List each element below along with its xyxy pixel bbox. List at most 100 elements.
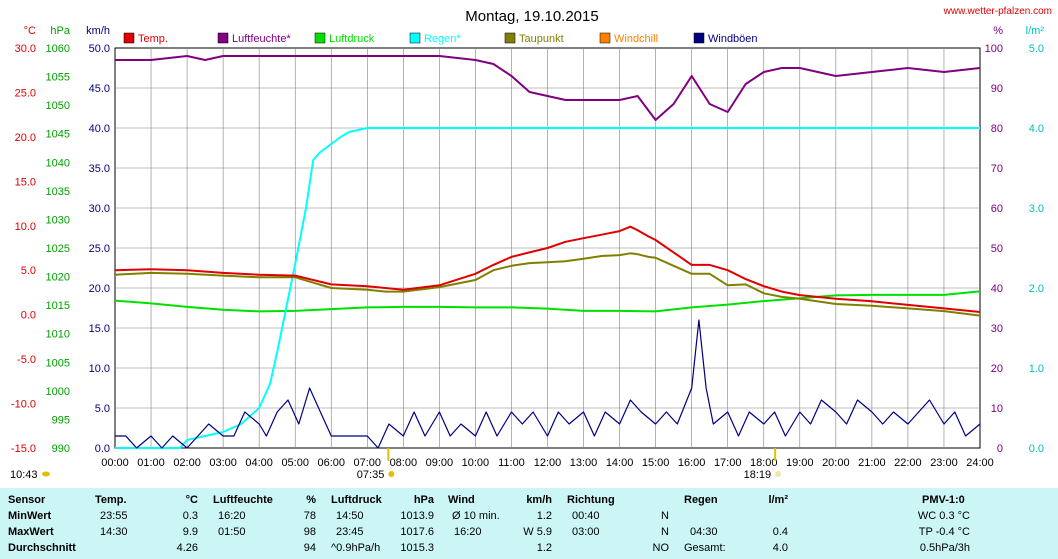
x-tick-label: 03:00 xyxy=(209,457,237,469)
max-press-value: 1017.6 xyxy=(400,526,434,538)
tick-label-humidity: 100 xyxy=(985,43,1003,55)
legend-label: Luftdruck xyxy=(329,33,375,45)
tick-label-rain: 5.0 xyxy=(1029,43,1044,55)
x-tick-label: 14:00 xyxy=(606,457,634,469)
header-rain: Regen xyxy=(684,494,718,506)
x-tick-label: 13:00 xyxy=(570,457,598,469)
axis-unit-temp: °C xyxy=(24,25,36,37)
x-tick-label: 09:00 xyxy=(426,457,454,469)
max-temp-value: 9.9 xyxy=(182,526,198,538)
x-tick-label: 10:00 xyxy=(462,457,490,469)
x-tick-label: 05:00 xyxy=(281,457,309,469)
x-tick-label: 18:00 xyxy=(750,457,778,469)
legend-label: Regen* xyxy=(424,33,461,45)
x-tick-label: 12:00 xyxy=(534,457,562,469)
tick-label-humidity: 50 xyxy=(991,243,1003,255)
x-tick-label: 07:00 xyxy=(354,457,382,469)
x-tick-label: 17:00 xyxy=(714,457,742,469)
tick-label-pressure: 1035 xyxy=(46,186,70,198)
x-tick-label: 19:00 xyxy=(786,457,814,469)
avg-press-trend: ^0.9hPa/h xyxy=(331,542,381,554)
x-tick-label: 04:00 xyxy=(245,457,273,469)
max-hum-value: 98 xyxy=(303,526,316,538)
tick-label-wind: 45.0 xyxy=(89,83,110,95)
min-wind-value: 1.2 xyxy=(536,510,552,522)
avg-press-value: 1015.3 xyxy=(400,542,434,554)
tick-label-humidity: 10 xyxy=(991,403,1003,415)
tick-label-pressure: 1050 xyxy=(46,100,70,112)
header-pmv: PMV-1:0 xyxy=(922,494,965,506)
moon-icon xyxy=(42,471,50,477)
x-tick-label: 01:00 xyxy=(137,457,165,469)
stats-table: Sensor Temp. °C Luftfeuchte % Luftdruck … xyxy=(0,488,1058,559)
x-tick-label: 22:00 xyxy=(894,457,922,469)
tick-label-wind: 25.0 xyxy=(89,243,110,255)
max-wind-value: W 5.9 xyxy=(523,526,552,538)
tick-label-pressure: 1020 xyxy=(46,272,70,284)
max-wind-time: 16:20 xyxy=(454,526,482,538)
tick-label-wind: 20.0 xyxy=(89,283,110,295)
header-wind: Wind xyxy=(448,494,475,506)
min-hum-value: 78 xyxy=(303,510,316,522)
tick-label-wind: 40.0 xyxy=(89,123,110,135)
series-line-temp xyxy=(114,225,981,313)
min-hum-time: 16:20 xyxy=(218,510,246,522)
axes: 30.0 25.0 20.0 15.0 10.0 5.0 0.0 -5.0 -10.0 -15.0… xyxy=(11,25,1044,469)
max-press-time: 23:45 xyxy=(336,526,364,538)
x-tick-label: 21:00 xyxy=(858,457,886,469)
min-dir-value: N xyxy=(661,510,669,522)
sun-icon xyxy=(388,471,395,477)
legend-swatch xyxy=(217,32,229,44)
max-temp-time: 14:30 xyxy=(100,526,128,538)
avg-hum-value: 94 xyxy=(303,542,316,554)
tick-label-pressure: 1055 xyxy=(46,72,70,84)
tick-label-temp: 25.0 xyxy=(15,87,36,99)
tick-label-temp: 0.0 xyxy=(21,310,36,322)
tick-label-humidity: 0 xyxy=(997,443,1003,455)
avg-wind-value: 1.2 xyxy=(536,542,552,554)
tick-label-wind: 0.0 xyxy=(95,443,110,455)
axis-unit-pressure: hPa xyxy=(50,25,70,37)
tick-label-pressure: 1015 xyxy=(46,300,70,312)
x-tick-label: 02:00 xyxy=(173,457,201,469)
pmv-row-3: 0.5hPa/3h xyxy=(919,542,970,554)
tick-label-rain: 3.0 xyxy=(1029,203,1044,215)
legend-swatch xyxy=(123,32,135,44)
series-line-windben xyxy=(115,319,981,449)
tick-label-humidity: 30 xyxy=(991,323,1003,335)
pmv-row-1: WC 0.3 °C xyxy=(917,510,970,522)
sunset-time: 18:19 xyxy=(744,469,772,481)
min-temp-value: 0.3 xyxy=(182,510,198,522)
tick-label-temp: -10.0 xyxy=(11,399,36,411)
max-rain-value: 0.4 xyxy=(772,526,788,538)
tick-label-wind: 50.0 xyxy=(89,43,110,55)
weather-chart: Montag, 19.10.2015 30.0 25.0 20.0 15.0 10.0 5… xyxy=(10,8,1045,481)
series-layer xyxy=(114,55,981,449)
tick-label-temp: 30.0 xyxy=(15,43,36,55)
min-press-value: 1013.9 xyxy=(400,510,434,522)
tick-label-wind: 5.0 xyxy=(95,403,110,415)
x-tick-label: 20:00 xyxy=(822,457,850,469)
max-hum-time: 01:50 xyxy=(218,526,246,538)
series-line-taupunkt xyxy=(114,252,981,317)
header-temp-unit: °C xyxy=(185,494,198,506)
x-tick-label: 00:00 xyxy=(101,457,129,469)
rain-total-value: 4.0 xyxy=(772,542,788,554)
header-temp: Temp. xyxy=(95,494,127,506)
series-line-luftdruck xyxy=(114,290,981,313)
header-sensor: Sensor xyxy=(8,494,46,506)
x-tick-label: 11:00 xyxy=(498,457,525,469)
tick-label-pressure: 1030 xyxy=(46,214,70,226)
tick-label-temp: -15.0 xyxy=(11,443,36,455)
legend-label: Taupunkt xyxy=(519,33,564,45)
tick-label-rain: 4.0 xyxy=(1029,123,1044,135)
sunrise-time: 07:35 xyxy=(357,469,385,481)
tick-label-humidity: 20 xyxy=(991,363,1003,375)
avg-dir-value: NO xyxy=(652,542,670,554)
tick-label-pressure: 1045 xyxy=(46,129,70,141)
tick-label-humidity: 80 xyxy=(991,123,1003,135)
row-label-max: MaxWert xyxy=(8,526,54,538)
tick-label-pressure: 995 xyxy=(52,414,70,426)
tick-label-wind: 10.0 xyxy=(89,363,110,375)
max-dir-value: N xyxy=(661,526,669,538)
